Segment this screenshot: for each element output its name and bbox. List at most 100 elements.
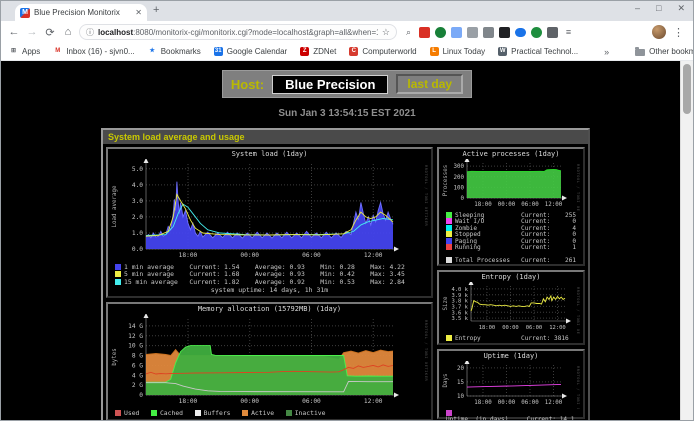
bookmarks-bar: ⊞ Apps M Inbox (16) - sjvn0... ★ Bookmarks 31 G… — [1, 43, 693, 61]
browser-titlebar: M Blue Precision Monitorix ✕ + – □ ✕ — [1, 1, 693, 21]
bookmark-label: Google Calendar — [226, 47, 288, 56]
address-bar[interactable]: ⓘ localhost:8080/monitorix-cgi/monitorix… — [79, 24, 397, 40]
profile-avatar[interactable] — [652, 25, 666, 39]
system-load-plot: 0.0 1.0 2.0 3.0 4.0 5.0 18:00 00:00 06:00 12:00 Lo… — [110, 158, 429, 263]
svg-text:RRDTOOL / TOBI OETIKER: RRDTOOL / TOBI OETIKER — [576, 164, 581, 211]
page-scrollbar[interactable] — [680, 61, 693, 420]
pages-extension-icon[interactable] — [451, 26, 462, 38]
puzzle-extension-icon[interactable] — [547, 26, 558, 38]
entropy-graph[interactable]: Entropy (1day) 3.5 k 3.6 k 3.7 k 3.8 k 3.9 k… — [437, 270, 585, 349]
other-bookmarks-button[interactable]: Other bookmarks — [635, 47, 693, 56]
host-header-bar: Host: Blue Precision last day — [221, 70, 473, 98]
forward-button[interactable]: → — [26, 26, 38, 38]
legend-text — [446, 249, 450, 256]
bookmark-practical-tech[interactable]: W Practical Technol... — [498, 47, 578, 56]
window-close-button[interactable]: ✕ — [677, 3, 685, 13]
mail-extension-icon[interactable] — [419, 26, 430, 38]
system-load-graph[interactable]: System load (1day) 0.0 1.0 2.0 3.0 4.0 5.0 18:… — [106, 147, 433, 299]
svg-text:12 G: 12 G — [128, 333, 143, 340]
svg-text:18:00: 18:00 — [479, 325, 496, 331]
svg-text:Size: Size — [443, 296, 449, 310]
bookmark-label: Linux Today — [442, 47, 486, 56]
svg-text:Load average: Load average — [112, 185, 118, 227]
bookmark-bookmarks-star[interactable]: ★ Bookmarks — [148, 47, 201, 56]
active-processes-graph[interactable]: Active processes (1day) 0 100 200 300 18:00 0… — [437, 147, 585, 267]
browser-tab[interactable]: M Blue Precision Monitorix ✕ — [15, 4, 147, 21]
legend-text: Running Current: 1 — [455, 243, 577, 251]
monitorix-page: Host: Blue Precision last day Sun Jan 3 … — [1, 61, 693, 420]
new-tab-button[interactable]: + — [153, 4, 160, 16]
memory-allocation-graph[interactable]: Memory allocation (15792MB) (1day) 0 2 G 4… — [106, 302, 433, 420]
svg-text:RRDTOOL / TOBI OETIKER: RRDTOOL / TOBI OETIKER — [424, 320, 429, 382]
legend-text: Used — [124, 409, 151, 418]
blue-pill-extension-icon[interactable] — [515, 27, 526, 37]
bookmark-apps[interactable]: ⊞ Apps — [9, 47, 40, 56]
bookmark-zdnet[interactable]: Z ZDNet — [300, 47, 336, 56]
legend-text: 5 min average Current: 1.68 Average: 0.9… — [124, 270, 405, 279]
system-uptime-footer: system uptime: 14 days, 1h 31m — [210, 286, 329, 295]
svg-text:00:00: 00:00 — [498, 202, 516, 208]
camera-extension-icon[interactable] — [467, 26, 478, 38]
memory-legend: Used Cached Buffers Active Inactive — [110, 409, 429, 417]
search-extension-icon[interactable]: ⌕ — [405, 26, 412, 37]
site-info-icon[interactable]: ⓘ — [86, 27, 94, 37]
browser-menu-icon[interactable]: ⋮ — [673, 26, 684, 39]
tab-list-extension-icon[interactable]: ≡ — [565, 26, 572, 37]
svg-text:18:00: 18:00 — [179, 398, 198, 405]
tab-title: Blue Precision Monitorix — [34, 8, 120, 17]
eco-extension-icon[interactable] — [531, 26, 542, 38]
url-path: :8080/monitorix-cgi/monitorix.cgi?mode=l… — [133, 27, 378, 37]
svg-text:2 G: 2 G — [132, 382, 143, 389]
dark-app-extension-icon[interactable] — [499, 26, 510, 38]
svg-text:0: 0 — [461, 196, 465, 202]
svg-text:8 G: 8 G — [132, 353, 143, 360]
tab-close-icon[interactable]: ✕ — [135, 8, 142, 17]
legend-text: Paging Current: 0 — [455, 237, 577, 245]
computerworld-icon: C — [349, 47, 359, 56]
scrollbar-thumb[interactable] — [683, 64, 691, 114]
uptime-graph[interactable]: Uptime (1day) 10 15 20 18:00 00:00 06:00 12:00… — [437, 348, 585, 420]
bookmark-gmail-inbox[interactable]: M Inbox (16) - sjvn0... — [53, 47, 134, 56]
svg-text:12:00: 12:00 — [545, 202, 563, 208]
svg-text:18:00: 18:00 — [474, 400, 492, 406]
entropy-title: Entropy (1day) — [481, 273, 541, 282]
svg-text:100: 100 — [454, 185, 465, 191]
reload-button[interactable]: ⟳ — [45, 26, 55, 39]
svg-text:14 G: 14 G — [128, 323, 143, 330]
legend-swatch — [446, 409, 452, 416]
legend-text: Wait I/O Current: 0 — [455, 218, 577, 226]
legend-swatch — [446, 218, 452, 225]
legend-text: 15 min average Current: 1.82 Average: 0.… — [124, 277, 405, 286]
bookmark-label: Bookmarks — [160, 47, 201, 56]
speaker-extension-icon[interactable] — [483, 26, 494, 38]
home-button[interactable]: ⌂ — [64, 26, 72, 38]
uptime-title: Uptime (1day) — [483, 351, 539, 360]
back-button[interactable]: ← — [8, 26, 20, 38]
uptime-legend: Uptime (in days) Current: 14.1 — [441, 409, 581, 420]
bookmark-google-calendar[interactable]: 31 Google Calendar — [213, 47, 288, 56]
google-calendar-icon: 31 — [213, 47, 223, 56]
bookmark-star-icon[interactable]: ☆ — [381, 26, 390, 37]
bookmark-linux-today[interactable]: L Linux Today — [429, 47, 486, 56]
svg-text:4.0: 4.0 — [132, 182, 143, 189]
other-bookmarks-label: Other bookmarks — [649, 47, 693, 56]
processes-title: Active processes (1day) — [462, 150, 560, 158]
window-maximize-button[interactable]: □ — [656, 3, 662, 13]
legend-swatch — [115, 264, 121, 270]
bookmarks-overflow-chevron[interactable]: » — [604, 46, 610, 57]
legend-swatch — [285, 410, 292, 417]
svg-text:RRDTOOL / TOBI OETIKER: RRDTOOL / TOBI OETIKER — [576, 366, 581, 409]
processes-plot: 0 100 200 300 18:00 00:00 06:00 12:00 Processes R… — [441, 157, 581, 226]
svg-text:10 G: 10 G — [128, 343, 143, 350]
time-range-button[interactable]: last day — [396, 74, 464, 94]
globe-extension-icon[interactable] — [435, 26, 446, 38]
bookmark-label: Inbox (16) - sjvn0... — [66, 47, 135, 56]
window-minimize-button[interactable]: – — [635, 3, 641, 13]
bookmark-computerworld[interactable]: C Computerworld — [349, 47, 417, 56]
svg-text:0: 0 — [139, 392, 143, 399]
legend-swatch — [150, 410, 157, 417]
bookmark-label: Practical Technol... — [511, 47, 579, 56]
legend-text: Uptime (in days) Current: 14.1 — [446, 415, 575, 421]
svg-text:18:00: 18:00 — [179, 252, 198, 259]
